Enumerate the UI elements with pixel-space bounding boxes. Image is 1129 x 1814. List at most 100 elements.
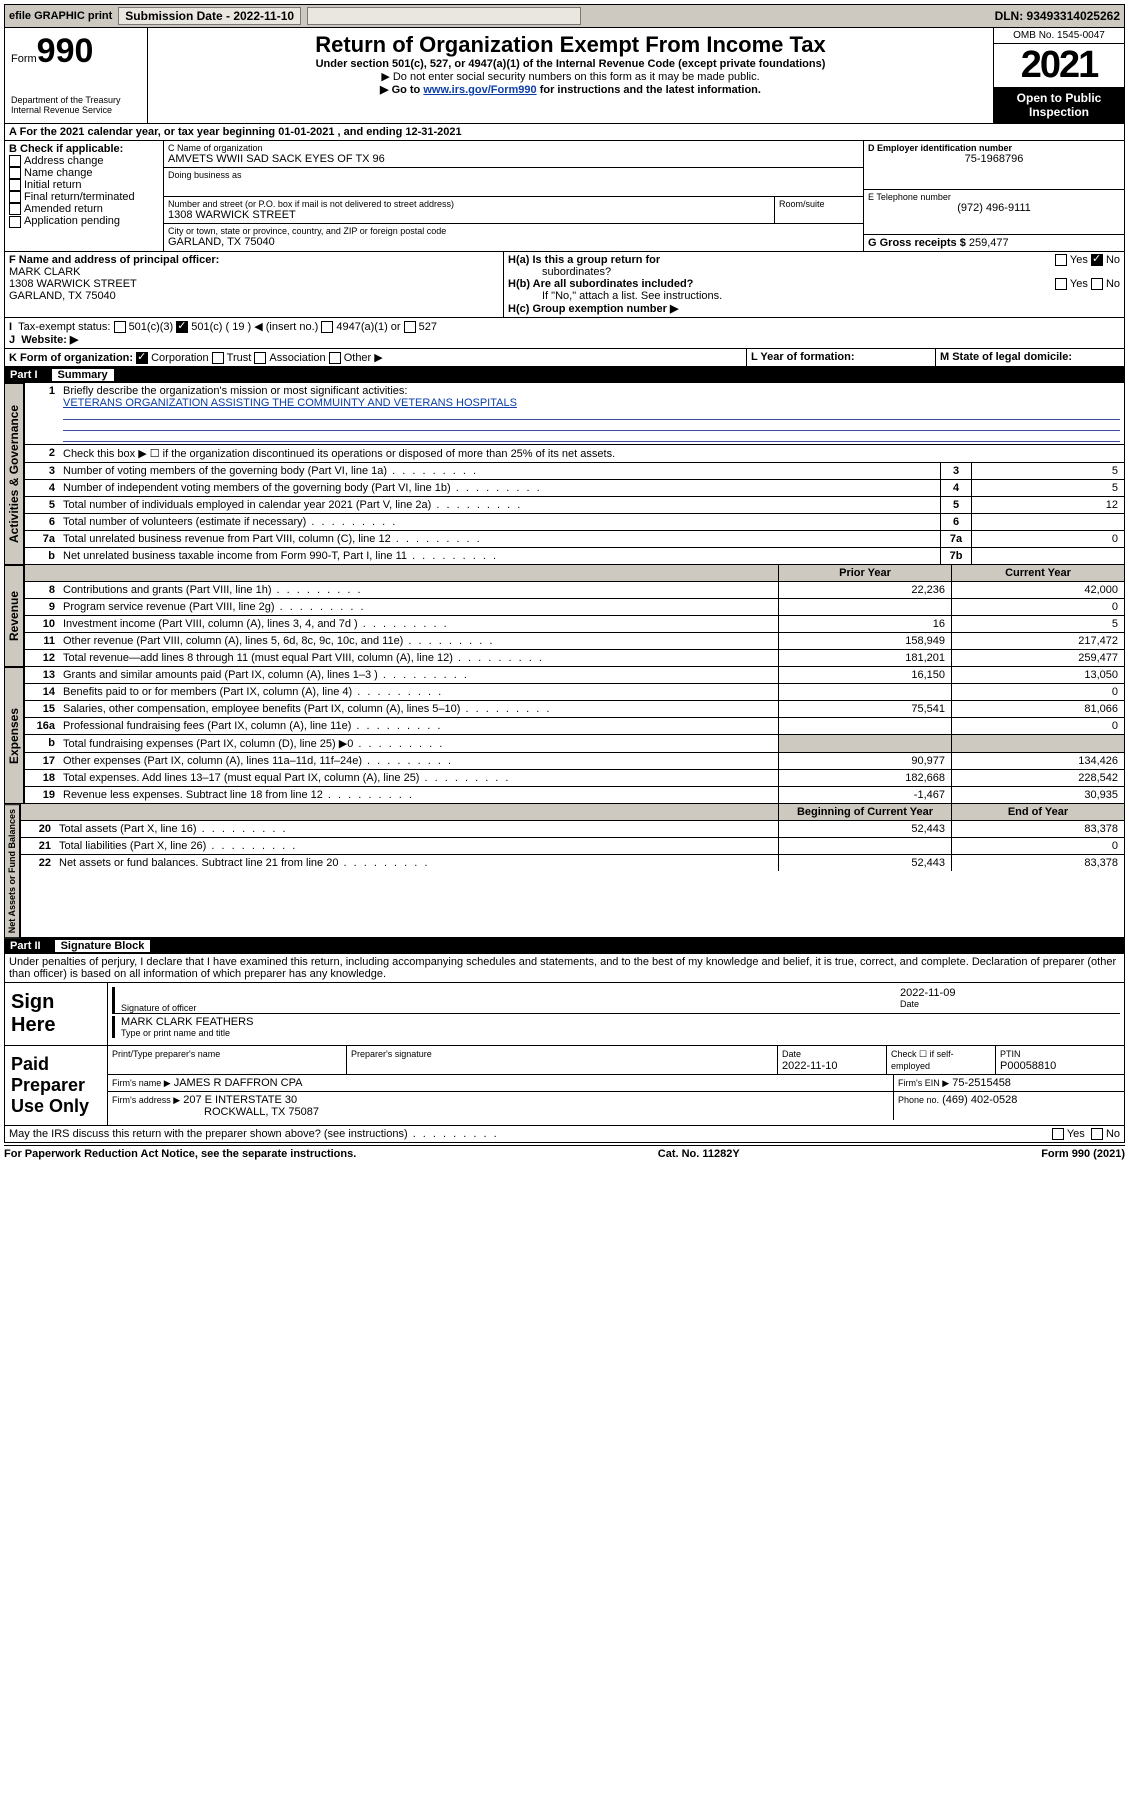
c-name-lbl: C Name of organization bbox=[168, 143, 859, 153]
part1-num: Part I bbox=[10, 369, 38, 381]
b-opt-2: Initial return bbox=[9, 179, 159, 191]
m-lbl: M State of legal domicile: bbox=[940, 351, 1072, 363]
part2-header: Part II Signature Block bbox=[4, 938, 1125, 954]
vtab-expenses: Expenses bbox=[4, 667, 24, 804]
i-c3: 501(c)(3) bbox=[129, 321, 174, 333]
fh-row: F Name and address of principal officer:… bbox=[4, 252, 1125, 318]
k-assoc: Association bbox=[269, 352, 325, 364]
c-street: 1308 WARWICK STREET bbox=[168, 209, 770, 221]
e-lbl: E Telephone number bbox=[868, 192, 1120, 202]
line-a: A For the 2021 calendar year, or tax yea… bbox=[4, 124, 1125, 141]
table-row: 9 Program service revenue (Part VIII, li… bbox=[25, 599, 1124, 616]
g-lbl: G Gross receipts $ bbox=[868, 237, 966, 249]
pr1c3: Date bbox=[782, 1049, 801, 1059]
table-row: 4 Number of independent voting members o… bbox=[25, 480, 1124, 497]
part1-lbl: Summary bbox=[52, 369, 114, 381]
f-street: 1308 WARWICK STREET bbox=[9, 278, 499, 290]
pr3c2: Phone no. bbox=[898, 1095, 939, 1105]
pr3c1: Firm's address ▶ bbox=[112, 1095, 180, 1105]
table-row: 14 Benefits paid to or for members (Part… bbox=[25, 684, 1124, 701]
part1-header: Part I Summary bbox=[4, 367, 1125, 383]
page-footer: For Paperwork Reduction Act Notice, see … bbox=[4, 1145, 1125, 1160]
table-row: 11 Other revenue (Part VIII, column (A),… bbox=[25, 633, 1124, 650]
b-opt-3: Final return/terminated bbox=[9, 191, 159, 203]
k-corp: Corporation bbox=[151, 352, 208, 364]
pr1c1: Print/Type preparer's name bbox=[112, 1049, 220, 1059]
j-lbl: Website: ▶ bbox=[21, 334, 78, 346]
table-row: b Net unrelated business taxable income … bbox=[25, 548, 1124, 564]
efile-label: efile GRAPHIC print bbox=[9, 10, 112, 22]
table-row: 16a Professional fundraising fees (Part … bbox=[25, 718, 1124, 735]
form-sub1: Under section 501(c), 527, or 4947(a)(1)… bbox=[154, 58, 987, 70]
table-row: 13 Grants and similar amounts paid (Part… bbox=[25, 667, 1124, 684]
pr2v: JAMES R DAFFRON CPA bbox=[174, 1077, 303, 1089]
d-lbl: D Employer identification number bbox=[868, 143, 1120, 153]
pr1c2: Preparer's signature bbox=[351, 1049, 432, 1059]
irs-label: Internal Revenue Service bbox=[11, 105, 141, 115]
ha: H(a) Is this a group return for Yes No s… bbox=[508, 254, 1120, 278]
b-opt-5: Application pending bbox=[9, 215, 159, 227]
sign-block: Sign Here Signature of officer 2022-11-0… bbox=[4, 983, 1125, 1046]
footer-l: For Paperwork Reduction Act Notice, see … bbox=[4, 1148, 356, 1160]
penalty-text: Under penalties of perjury, I declare th… bbox=[4, 954, 1125, 983]
l1-b[interactable]: VETERANS ORGANIZATION ASSISTING THE COMM… bbox=[63, 397, 517, 409]
sign-date-lbl: Date bbox=[900, 999, 1120, 1009]
form-sub3: ▶ Go to www.irs.gov/Form990 for instruct… bbox=[154, 83, 987, 96]
vtab-net: Net Assets or Fund Balances bbox=[4, 804, 20, 938]
table-row: 21 Total liabilities (Part X, line 26) 0 bbox=[21, 838, 1124, 855]
sig-lbl: Signature of officer bbox=[121, 1003, 900, 1013]
sign-here: Sign Here bbox=[5, 983, 108, 1045]
e-val: (972) 496-9111 bbox=[868, 202, 1120, 214]
table-row: 15 Salaries, other compensation, employe… bbox=[25, 701, 1124, 718]
open-inspection: Open to Public Inspection bbox=[994, 87, 1124, 123]
ij-row: I Tax-exempt status: 501(c)(3) 501(c) ( … bbox=[4, 318, 1125, 349]
b-header: B Check if applicable: bbox=[9, 143, 159, 155]
pr3c2v: (469) 402-0528 bbox=[942, 1094, 1017, 1106]
submission-date-button[interactable]: Submission Date - 2022-11-10 bbox=[118, 7, 301, 25]
form-title: Return of Organization Exempt From Incom… bbox=[154, 32, 987, 58]
footer-r: Form 990 (2021) bbox=[1041, 1148, 1125, 1160]
hdr-end: End of Year bbox=[951, 804, 1124, 820]
omb-number: OMB No. 1545-0047 bbox=[994, 28, 1124, 44]
form990-link[interactable]: www.irs.gov/Form990 bbox=[423, 84, 536, 96]
hc: H(c) Group exemption number ▶ bbox=[508, 302, 1120, 315]
b-opt-0: Address change bbox=[9, 155, 159, 167]
line-a-val: For the 2021 calendar year, or tax year … bbox=[20, 126, 462, 138]
part2-num: Part II bbox=[10, 940, 41, 952]
vtab-governance: Activities & Governance bbox=[4, 383, 24, 565]
table-row: b Total fundraising expenses (Part IX, c… bbox=[25, 735, 1124, 753]
dept-label: Department of the Treasury bbox=[11, 95, 141, 105]
table-row: 3 Number of voting members of the govern… bbox=[25, 463, 1124, 480]
form-header: Form990 Department of the Treasury Inter… bbox=[4, 28, 1125, 124]
pr2c2: Firm's EIN ▶ bbox=[898, 1078, 949, 1088]
table-row: 17 Other expenses (Part IX, column (A), … bbox=[25, 753, 1124, 770]
l2: Check this box ▶ ☐ if the organization d… bbox=[59, 445, 1124, 462]
i-c: 501(c) ( 19 ) ◀ (insert no.) bbox=[191, 321, 318, 333]
table-row: 22 Net assets or fund balances. Subtract… bbox=[21, 855, 1124, 871]
table-row: 8 Contributions and grants (Part VIII, l… bbox=[25, 582, 1124, 599]
c-dba-lbl: Doing business as bbox=[168, 170, 859, 180]
pr1c3v: 2022-11-10 bbox=[782, 1060, 837, 1072]
table-row: 20 Total assets (Part X, line 16) 52,443… bbox=[21, 821, 1124, 838]
tax-year: 2021 bbox=[994, 44, 1124, 87]
sub3-a: ▶ Go to bbox=[380, 84, 423, 96]
klm-row: K Form of organization: Corporation Trus… bbox=[4, 349, 1125, 367]
b-opt-1: Name change bbox=[9, 167, 159, 179]
c-street-lbl: Number and street (or P.O. box if mail i… bbox=[168, 199, 770, 209]
paid-block: Paid Preparer Use Only Print/Type prepar… bbox=[4, 1046, 1125, 1126]
k-lbl: K Form of organization: bbox=[9, 352, 133, 364]
hdr-curr: Current Year bbox=[951, 565, 1124, 581]
dln-label: DLN: 93493314025262 bbox=[995, 9, 1120, 23]
f-name: MARK CLARK bbox=[9, 266, 499, 278]
hdr-beg: Beginning of Current Year bbox=[778, 804, 951, 820]
blank-button[interactable] bbox=[307, 7, 581, 25]
table-row: 18 Total expenses. Add lines 13–17 (must… bbox=[25, 770, 1124, 787]
l-lbl: L Year of formation: bbox=[751, 351, 855, 363]
form-sub2: ▶ Do not enter social security numbers o… bbox=[154, 70, 987, 83]
table-row: 7a Total unrelated business revenue from… bbox=[25, 531, 1124, 548]
pr3v1: 207 E INTERSTATE 30 bbox=[183, 1094, 297, 1106]
hdr-prior: Prior Year bbox=[778, 565, 951, 581]
i-lbl: Tax-exempt status: bbox=[18, 321, 110, 333]
sign-name-lbl: Type or print name and title bbox=[121, 1028, 1120, 1038]
k-other: Other ▶ bbox=[344, 352, 383, 364]
